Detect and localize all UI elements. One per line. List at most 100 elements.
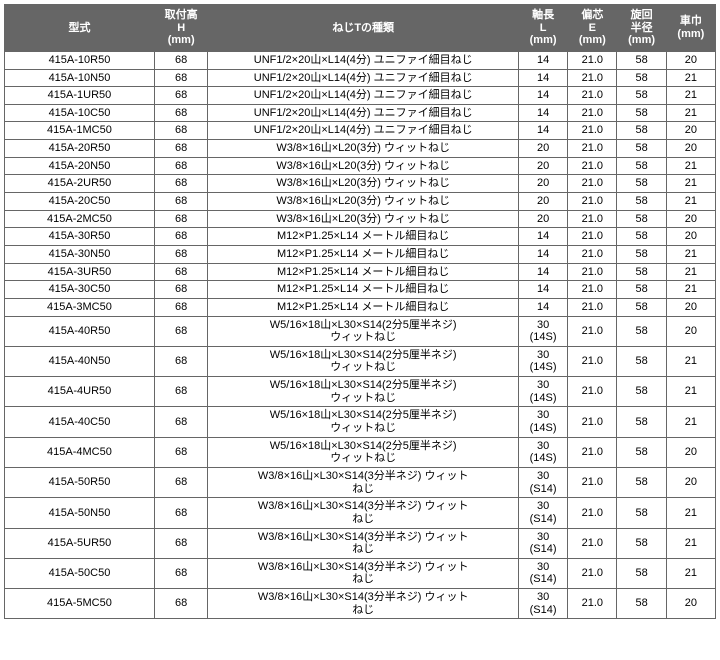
cell-w: 21 [666, 245, 715, 263]
cell-model: 415A-2MC50 [5, 210, 155, 228]
table-row: 415A-30N5068M12×P1.25×L14 メートル細目ねじ1421.0… [5, 245, 716, 263]
cell-model: 415A-40N50 [5, 346, 155, 376]
cell-type: W5/16×18山×L30×S14(2分5厘半ネジ)ウィットねじ [208, 437, 519, 467]
cell-r: 58 [617, 69, 666, 87]
cell-type: M12×P1.25×L14 メートル細目ねじ [208, 263, 519, 281]
cell-h: 68 [154, 346, 208, 376]
cell-model: 415A-50R50 [5, 467, 155, 497]
cell-model: 415A-50C50 [5, 558, 155, 588]
cell-e: 21.0 [568, 175, 617, 193]
cell-w: 20 [666, 467, 715, 497]
cell-w: 20 [666, 228, 715, 246]
cell-model: 415A-5MC50 [5, 589, 155, 619]
table-row: 415A-10N5068UNF1/2×20山×L14(4分) ユニファイ細目ねじ… [5, 69, 716, 87]
cell-e: 21.0 [568, 140, 617, 158]
table-row: 415A-5UR5068W3/8×16山×L30×S14(3分半ネジ) ウィット… [5, 528, 716, 558]
cell-h: 68 [154, 140, 208, 158]
cell-l: 14 [518, 228, 567, 246]
header-w: 車巾(mm) [666, 5, 715, 52]
cell-l: 30(14S) [518, 437, 567, 467]
cell-w: 21 [666, 157, 715, 175]
cell-type: W3/8×16山×L30×S14(3分半ネジ) ウィットねじ [208, 467, 519, 497]
cell-type: M12×P1.25×L14 メートル細目ねじ [208, 281, 519, 299]
cell-r: 58 [617, 140, 666, 158]
cell-model: 415A-20R50 [5, 140, 155, 158]
cell-type: W5/16×18山×L30×S14(2分5厘半ネジ)ウィットねじ [208, 346, 519, 376]
cell-model: 415A-3UR50 [5, 263, 155, 281]
cell-r: 58 [617, 407, 666, 437]
cell-h: 68 [154, 210, 208, 228]
cell-l: 30(S14) [518, 558, 567, 588]
cell-l: 20 [518, 175, 567, 193]
spec-table: 型式 取付高H(mm) ねじTの種類 軸長L(mm) 偏芯E(mm) 旋回半径(… [4, 4, 716, 619]
table-row: 415A-4MC5068W5/16×18山×L30×S14(2分5厘半ネジ)ウィ… [5, 437, 716, 467]
cell-model: 415A-20N50 [5, 157, 155, 175]
cell-w: 21 [666, 377, 715, 407]
cell-l: 30(14S) [518, 316, 567, 346]
cell-type: W3/8×16山×L30×S14(3分半ネジ) ウィットねじ [208, 528, 519, 558]
cell-model: 415A-10R50 [5, 51, 155, 69]
cell-model: 415A-20C50 [5, 193, 155, 211]
cell-e: 21.0 [568, 316, 617, 346]
cell-e: 21.0 [568, 122, 617, 140]
cell-e: 21.0 [568, 104, 617, 122]
table-row: 415A-20R5068W3/8×16山×L20(3分) ウィットねじ2021.… [5, 140, 716, 158]
cell-w: 21 [666, 175, 715, 193]
cell-type: W3/8×16山×L20(3分) ウィットねじ [208, 157, 519, 175]
cell-e: 21.0 [568, 281, 617, 299]
cell-type: UNF1/2×20山×L14(4分) ユニファイ細目ねじ [208, 104, 519, 122]
cell-l: 30(S14) [518, 498, 567, 528]
cell-l: 30(S14) [518, 589, 567, 619]
table-row: 415A-10C5068UNF1/2×20山×L14(4分) ユニファイ細目ねじ… [5, 104, 716, 122]
cell-r: 58 [617, 122, 666, 140]
cell-w: 20 [666, 210, 715, 228]
cell-l: 20 [518, 140, 567, 158]
cell-h: 68 [154, 558, 208, 588]
cell-h: 68 [154, 498, 208, 528]
header-type: ねじTの種類 [208, 5, 519, 52]
cell-r: 58 [617, 263, 666, 281]
cell-w: 21 [666, 263, 715, 281]
header-model: 型式 [5, 5, 155, 52]
cell-r: 58 [617, 346, 666, 376]
table-row: 415A-2MC5068W3/8×16山×L20(3分) ウィットねじ2021.… [5, 210, 716, 228]
cell-e: 21.0 [568, 51, 617, 69]
cell-model: 415A-30R50 [5, 228, 155, 246]
cell-type: M12×P1.25×L14 メートル細目ねじ [208, 245, 519, 263]
cell-l: 14 [518, 69, 567, 87]
cell-w: 21 [666, 87, 715, 105]
cell-r: 58 [617, 498, 666, 528]
cell-l: 30(14S) [518, 407, 567, 437]
cell-e: 21.0 [568, 589, 617, 619]
cell-l: 20 [518, 193, 567, 211]
cell-l: 14 [518, 298, 567, 316]
cell-w: 21 [666, 346, 715, 376]
cell-w: 21 [666, 498, 715, 528]
cell-r: 58 [617, 193, 666, 211]
cell-h: 68 [154, 437, 208, 467]
cell-r: 58 [617, 589, 666, 619]
cell-h: 68 [154, 316, 208, 346]
cell-w: 20 [666, 437, 715, 467]
cell-w: 21 [666, 281, 715, 299]
table-row: 415A-30R5068M12×P1.25×L14 メートル細目ねじ1421.0… [5, 228, 716, 246]
cell-l: 30(14S) [518, 377, 567, 407]
cell-l: 30(S14) [518, 528, 567, 558]
cell-r: 58 [617, 281, 666, 299]
cell-r: 58 [617, 298, 666, 316]
cell-l: 14 [518, 245, 567, 263]
table-row: 415A-20N5068W3/8×16山×L20(3分) ウィットねじ2021.… [5, 157, 716, 175]
cell-e: 21.0 [568, 69, 617, 87]
cell-model: 415A-50N50 [5, 498, 155, 528]
table-row: 415A-2UR5068W3/8×16山×L20(3分) ウィットねじ2021.… [5, 175, 716, 193]
cell-type: W3/8×16山×L20(3分) ウィットねじ [208, 193, 519, 211]
table-row: 415A-20C5068W3/8×16山×L20(3分) ウィットねじ2021.… [5, 193, 716, 211]
cell-e: 21.0 [568, 263, 617, 281]
cell-r: 58 [617, 175, 666, 193]
cell-type: UNF1/2×20山×L14(4分) ユニファイ細目ねじ [208, 51, 519, 69]
cell-h: 68 [154, 193, 208, 211]
cell-e: 21.0 [568, 558, 617, 588]
table-row: 415A-3MC5068M12×P1.25×L14 メートル細目ねじ1421.0… [5, 298, 716, 316]
cell-e: 21.0 [568, 498, 617, 528]
cell-e: 21.0 [568, 210, 617, 228]
